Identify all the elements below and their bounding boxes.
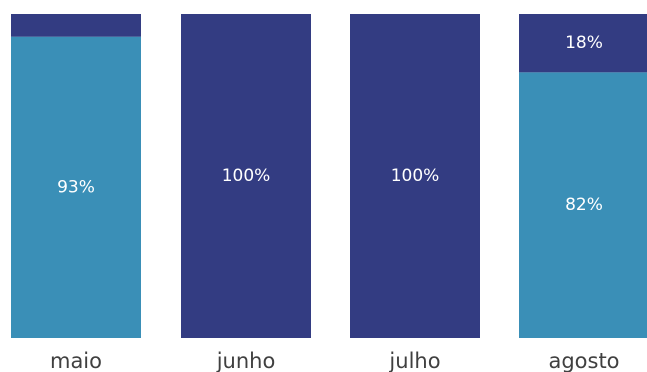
bar-maio-series-1 xyxy=(11,36,141,339)
plot-area: 93% 100% 100% 82% 18% xyxy=(11,14,647,339)
data-label-junho-series-2: 100% xyxy=(222,166,271,186)
bar-julho-series-2 xyxy=(350,14,480,338)
data-label-agosto-series-1: 82% xyxy=(565,195,603,215)
x-tick-label-julho: julho xyxy=(388,349,440,372)
bar-agosto-series-2 xyxy=(519,14,647,73)
x-tick-label-junho: junho xyxy=(216,349,276,372)
x-tick-label-maio: maio xyxy=(50,349,102,372)
data-label-maio-series-1: 93% xyxy=(57,177,95,197)
bar-junho-series-2 xyxy=(181,14,311,338)
data-label-agosto-series-2: 18% xyxy=(565,33,603,53)
x-tick-label-agosto: agosto xyxy=(548,349,619,372)
data-label-julho-series-2: 100% xyxy=(391,166,440,186)
bar-maio-series-2 xyxy=(11,14,141,37)
x-axis-labels: maio junho julho agosto xyxy=(50,349,620,372)
bar-agosto-series-1 xyxy=(519,72,647,338)
